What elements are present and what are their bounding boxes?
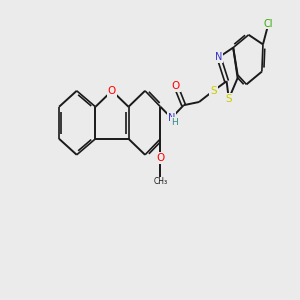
Text: O: O (172, 81, 180, 91)
Text: Cl: Cl (264, 19, 273, 28)
Text: O: O (156, 153, 165, 163)
Text: N: N (215, 52, 223, 62)
Text: O: O (108, 86, 116, 96)
Text: O: O (108, 86, 116, 96)
Text: S: S (226, 94, 232, 104)
Text: CH₃: CH₃ (153, 178, 167, 187)
Text: H: H (171, 118, 178, 127)
Text: S: S (210, 86, 217, 96)
Text: N: N (168, 113, 175, 123)
